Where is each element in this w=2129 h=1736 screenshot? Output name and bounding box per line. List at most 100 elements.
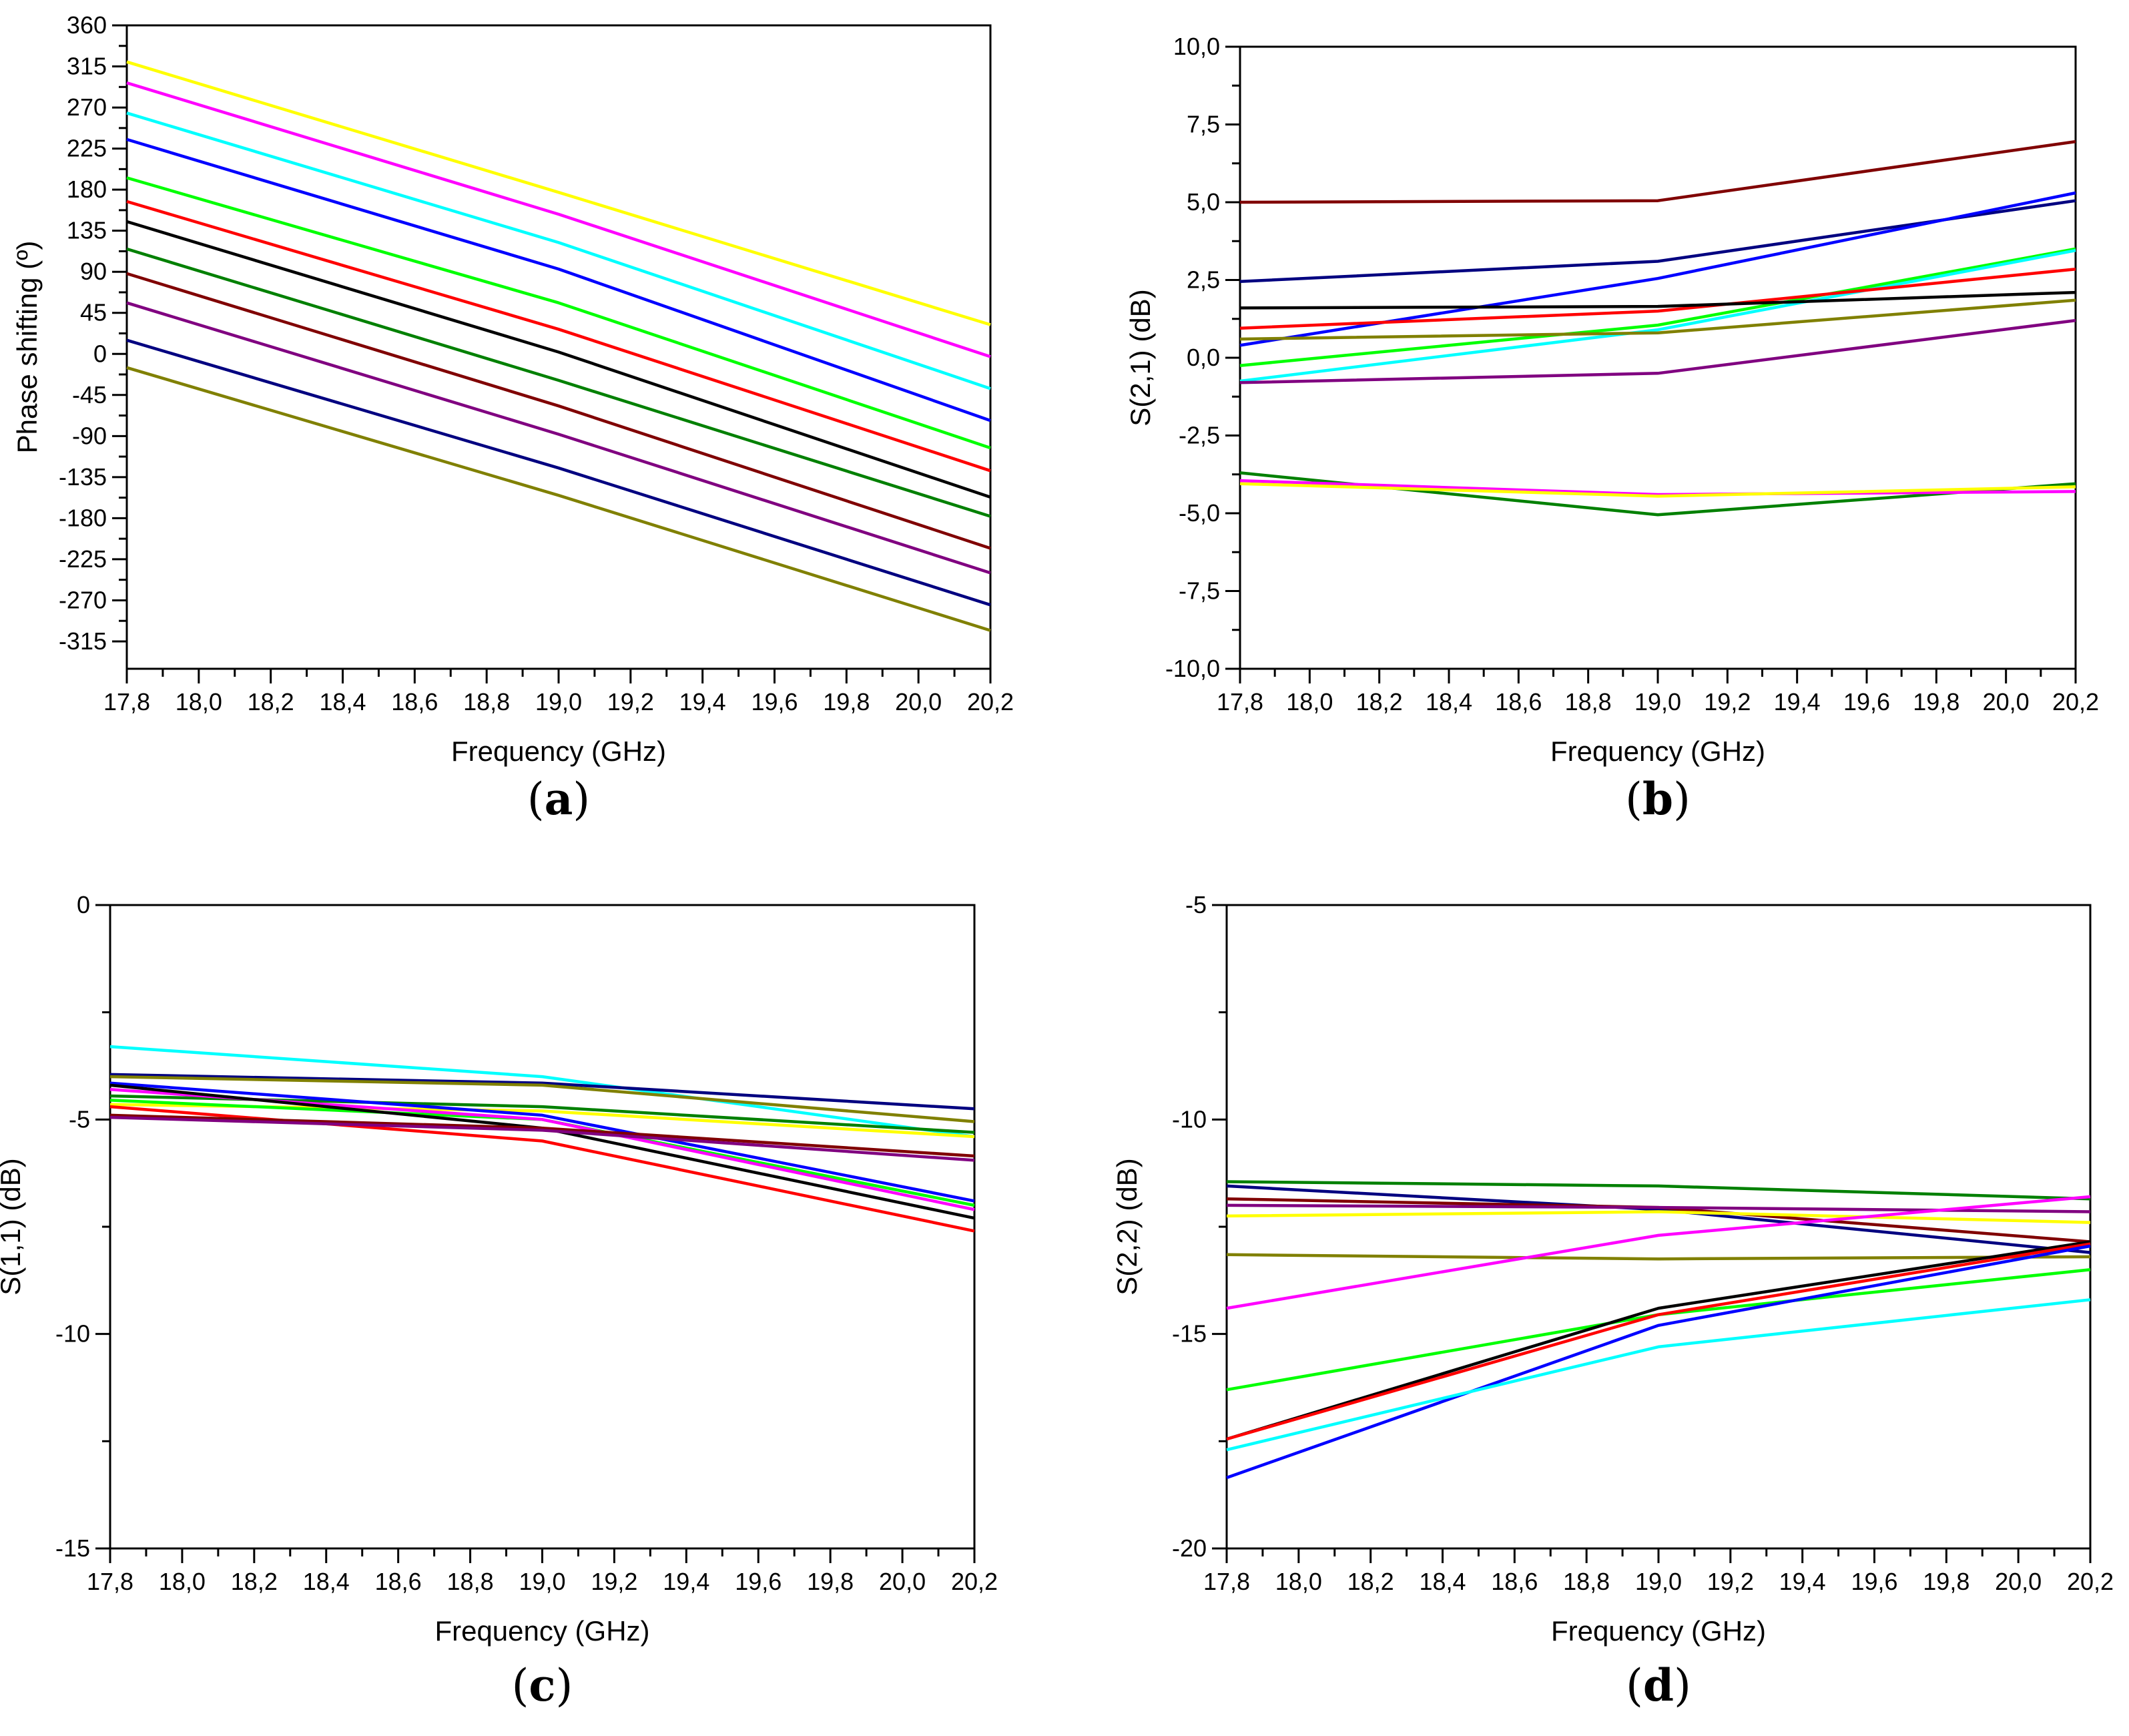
series-line-magenta bbox=[1239, 479, 2076, 497]
plot-frame bbox=[1225, 904, 2092, 1550]
panel-label: (c) bbox=[512, 1659, 573, 1711]
x-tick-label: 18,4 bbox=[303, 1568, 350, 1595]
series-line-purple bbox=[126, 301, 991, 575]
x-tick-label: 18,4 bbox=[319, 688, 366, 715]
series-line-maroon bbox=[1239, 139, 2076, 204]
y-tick-label: -15 bbox=[1172, 1320, 1207, 1348]
x-axis-label: Frequency (GHz) bbox=[434, 1615, 649, 1647]
x-tick-label: 18,8 bbox=[447, 1568, 494, 1595]
series-line-navy bbox=[109, 1073, 975, 1111]
y-tick-label: 315 bbox=[67, 53, 107, 80]
x-tick-label: 19,6 bbox=[735, 1568, 782, 1595]
y-tick-label: 0 bbox=[77, 891, 90, 918]
series-line-olive bbox=[1239, 298, 2076, 341]
series-line-red bbox=[126, 200, 991, 473]
plot-frame bbox=[1239, 45, 2077, 670]
y-tick-label: 360 bbox=[67, 11, 107, 39]
x-tick-label: 19,6 bbox=[1851, 1568, 1897, 1595]
y-tick-label: 90 bbox=[80, 258, 107, 285]
x-tick-label: 18,0 bbox=[1286, 688, 1333, 715]
series-line-blue bbox=[126, 137, 991, 422]
x-tick-label: 19,8 bbox=[1923, 1568, 1969, 1595]
y-tick-label: -10,0 bbox=[1165, 655, 1220, 682]
y-tick-label: -10 bbox=[1172, 1105, 1207, 1133]
y-tick-label: 270 bbox=[67, 93, 107, 121]
y-tick-label: -5,0 bbox=[1179, 499, 1220, 527]
y-tick-label: -180 bbox=[59, 504, 107, 531]
y-tick-label: -135 bbox=[59, 463, 107, 491]
x-tick-label: 19,0 bbox=[519, 1568, 565, 1595]
x-tick-label: 18,2 bbox=[1356, 688, 1403, 715]
y-tick-label: -7,5 bbox=[1179, 577, 1220, 605]
series-line-black bbox=[1239, 290, 2076, 310]
x-tick-label: 17,8 bbox=[1203, 1568, 1250, 1595]
series-line-blue bbox=[109, 1081, 975, 1203]
series-line-lime bbox=[126, 176, 991, 450]
plot-frame bbox=[109, 904, 976, 1550]
y-axis-label: S(2,2) (dB) bbox=[1111, 1158, 1143, 1295]
y-tick-label: 0 bbox=[93, 340, 107, 367]
y-tick-label: -2,5 bbox=[1179, 422, 1220, 449]
x-tick-label: 20,0 bbox=[1995, 1568, 2042, 1595]
x-tick-label: 18,0 bbox=[1275, 1568, 1322, 1595]
x-tick-label: 18,2 bbox=[231, 1568, 278, 1595]
y-tick-label: 180 bbox=[67, 176, 107, 203]
y-tick-label: -315 bbox=[59, 627, 107, 655]
series-line-olive bbox=[126, 366, 991, 632]
series-line-olive bbox=[1226, 1253, 2091, 1261]
x-tick-label: 19,4 bbox=[1779, 1568, 1826, 1595]
x-tick-label: 18,4 bbox=[1419, 1568, 1466, 1595]
y-tick-label: -15 bbox=[55, 1534, 90, 1562]
x-tick-label: 18,8 bbox=[463, 688, 510, 715]
x-tick-label: 18,6 bbox=[375, 1568, 422, 1595]
y-tick-label: 225 bbox=[67, 135, 107, 162]
series-line-blue bbox=[1226, 1244, 2091, 1480]
series-line-navy bbox=[1226, 1184, 2091, 1254]
x-axis-label: Frequency (GHz) bbox=[1550, 736, 1765, 767]
series-line-purple bbox=[109, 1115, 975, 1162]
x-tick-label: 20,2 bbox=[2052, 688, 2099, 715]
panel-label: (a) bbox=[527, 773, 590, 825]
series-line-cyan bbox=[1226, 1298, 2091, 1452]
x-tick-label: 18,6 bbox=[391, 688, 438, 715]
x-tick-label: 19,2 bbox=[607, 688, 654, 715]
x-tick-label: 20,2 bbox=[951, 1568, 998, 1595]
chart-panel-3: 17,8 18,0 18,2 18,4 18,6 18,8 19,0 19,2 19,4 19,6… bbox=[0, 891, 998, 1711]
x-tick-label: 18,2 bbox=[1347, 1568, 1394, 1595]
x-tick-label: 18,4 bbox=[1426, 688, 1472, 715]
series-line-magenta bbox=[126, 81, 991, 358]
x-tick-label: 19,8 bbox=[807, 1568, 854, 1595]
series-line-yellow bbox=[126, 60, 991, 326]
y-tick-label: -45 bbox=[72, 381, 107, 408]
y-tick-label: -5 bbox=[69, 1105, 90, 1133]
x-tick-label: 17,8 bbox=[1217, 688, 1263, 715]
x-tick-label: 19,2 bbox=[1707, 1568, 1754, 1595]
x-tick-label: 20,0 bbox=[895, 688, 942, 715]
y-tick-label: 135 bbox=[67, 217, 107, 244]
x-tick-label: 19,6 bbox=[751, 688, 798, 715]
x-tick-label: 17,8 bbox=[103, 688, 150, 715]
series-line-green bbox=[126, 247, 991, 518]
x-tick-label: 20,2 bbox=[967, 688, 1014, 715]
x-tick-label: 20,0 bbox=[1983, 688, 2030, 715]
x-tick-label: 19,0 bbox=[1634, 688, 1681, 715]
x-tick-label: 20,2 bbox=[2067, 1568, 2114, 1595]
x-tick-label: 18,2 bbox=[248, 688, 294, 715]
y-tick-label: -225 bbox=[59, 545, 107, 573]
x-axis-label: Frequency (GHz) bbox=[451, 736, 666, 767]
series-line-navy bbox=[1239, 199, 2076, 284]
chart-panel-2: 17,8 18,0 18,2 18,4 18,6 18,8 19,0 19,2 19,4 19,6… bbox=[1125, 33, 2099, 825]
series-line-red bbox=[1239, 267, 2076, 330]
series-line-olive bbox=[109, 1075, 975, 1123]
series-line-black bbox=[126, 220, 991, 499]
y-tick-label: 0,0 bbox=[1187, 344, 1220, 371]
panel-label: (b) bbox=[1625, 773, 1691, 825]
y-tick-label: 45 bbox=[80, 299, 107, 326]
y-tick-label: 7,5 bbox=[1187, 111, 1220, 138]
x-tick-label: 19,2 bbox=[591, 1568, 637, 1595]
x-tick-label: 18,8 bbox=[1563, 1568, 1610, 1595]
y-axis-label: Phase shifting (º) bbox=[11, 241, 43, 454]
x-tick-label: 19,4 bbox=[1774, 688, 1821, 715]
chart-panel-4: 17,8 18,0 18,2 18,4 18,6 18,8 19,0 19,2 19,4 19,6… bbox=[1111, 891, 2114, 1711]
